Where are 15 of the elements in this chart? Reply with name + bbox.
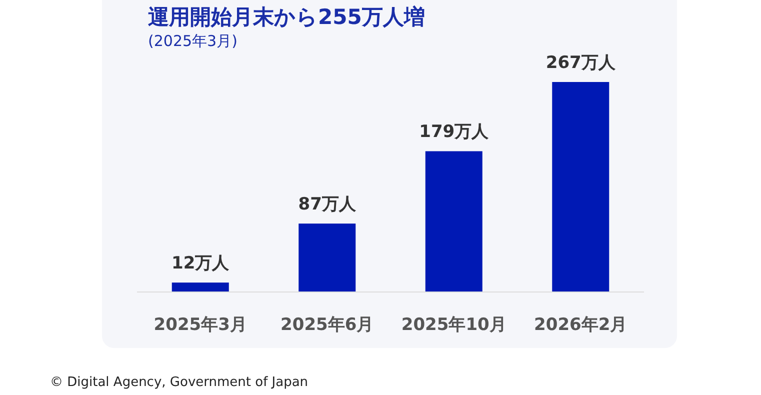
chart-subtitle: (2025年3月) xyxy=(148,32,238,50)
bar xyxy=(552,82,610,292)
x-tick-label: 2025年10月 xyxy=(401,315,506,335)
chart-title: 運用開始月末から255万人増 xyxy=(148,5,425,29)
x-tick-label: 2025年3月 xyxy=(154,315,247,335)
x-tick-label: 2025年6月 xyxy=(280,315,374,335)
bar xyxy=(298,224,356,292)
text: © Digital Agency, Government of Japan xyxy=(50,375,308,390)
bar xyxy=(172,282,229,292)
data-label: 12万人 xyxy=(172,254,230,274)
x-tick-label: 2026年2月 xyxy=(534,315,628,335)
data-label: 267万人 xyxy=(546,53,616,73)
data-label: 179万人 xyxy=(419,122,490,142)
data-label: 87万人 xyxy=(298,194,357,215)
bar xyxy=(425,151,482,292)
